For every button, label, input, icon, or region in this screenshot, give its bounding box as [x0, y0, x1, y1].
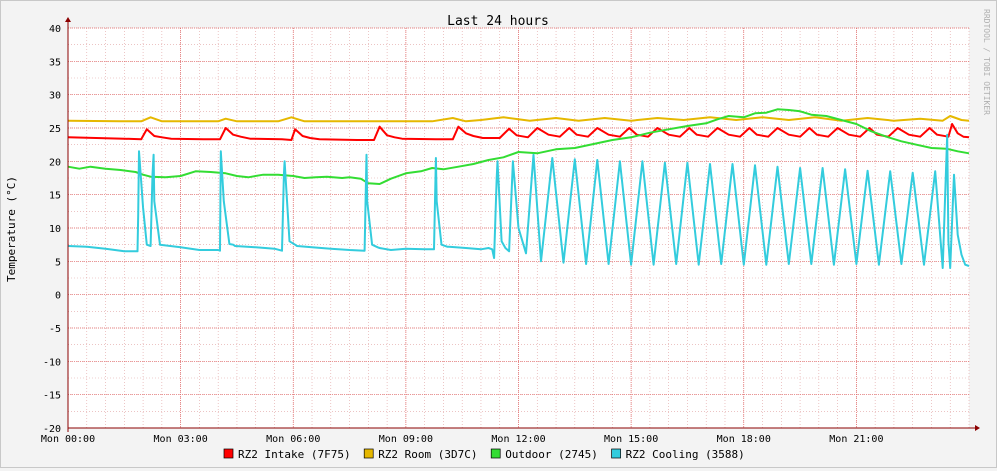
legend-item-2: Outdoor (2745) [490, 448, 598, 461]
y-tick-label: 30 [49, 91, 61, 102]
x-axis-arrow [975, 425, 980, 431]
series-line-0 [67, 123, 970, 141]
y-axis-label: Temperature (°C) [5, 176, 18, 282]
y-tick-label: 10 [49, 224, 61, 235]
series-line-1 [67, 115, 970, 123]
watermark: RRDTOOL / TOBI OETIKER [982, 9, 991, 115]
y-tick-label: 20 [49, 157, 61, 168]
x-tick-label: Mon 09:00 [379, 434, 433, 445]
x-tick-label: Mon 21:00 [829, 434, 883, 445]
legend-item-1: RZ2 Room (3D7C) [363, 448, 478, 461]
y-tick-label: -20 [43, 424, 61, 435]
chart-title: Last 24 hours [447, 14, 549, 29]
series-line-3 [67, 133, 970, 269]
legend-swatch [611, 448, 621, 459]
x-tick-label: Mon 12:00 [491, 434, 545, 445]
series-line-2 [67, 108, 970, 185]
y-tick-label: 0 [55, 291, 61, 302]
x-tick-label: Mon 03:00 [154, 434, 208, 445]
y-tick-label: 40 [49, 24, 61, 35]
legend: RZ2 Intake (7F75) RZ2 Room (3D7C) Outdoor … [223, 448, 745, 461]
legend-swatch [363, 448, 374, 459]
x-tick-label: Mon 15:00 [604, 434, 658, 445]
y-tick-label: -5 [49, 324, 61, 335]
series-lines [67, 108, 970, 269]
legend-item-0: RZ2 Intake (7F75) [223, 448, 351, 461]
y-tick-label: 25 [49, 124, 61, 135]
legend-label: RZ2 Intake (7F75) [238, 448, 351, 461]
x-tick-label: Mon 06:00 [266, 434, 320, 445]
x-tick-label: Mon 00:00 [41, 434, 95, 445]
legend-label: Outdoor (2745) [505, 448, 598, 461]
x-tick-label: Mon 18:00 [717, 434, 771, 445]
y-axis-arrow [65, 17, 71, 22]
y-tick-label: 15 [49, 191, 61, 202]
axes [65, 17, 980, 432]
legend-swatch [223, 448, 234, 459]
y-tick-label: 5 [55, 257, 61, 268]
y-tick-label: 35 [49, 57, 61, 68]
y-tick-label: -10 [43, 357, 61, 368]
legend-swatch [490, 448, 501, 459]
y-tick-label: -15 [43, 391, 61, 402]
legend-item-3: RZ2 Cooling (3588) [611, 448, 745, 461]
legend-label: RZ2 Cooling (3588) [626, 448, 745, 461]
grid [67, 27, 970, 429]
legend-label: RZ2 Room (3D7C) [378, 448, 477, 461]
